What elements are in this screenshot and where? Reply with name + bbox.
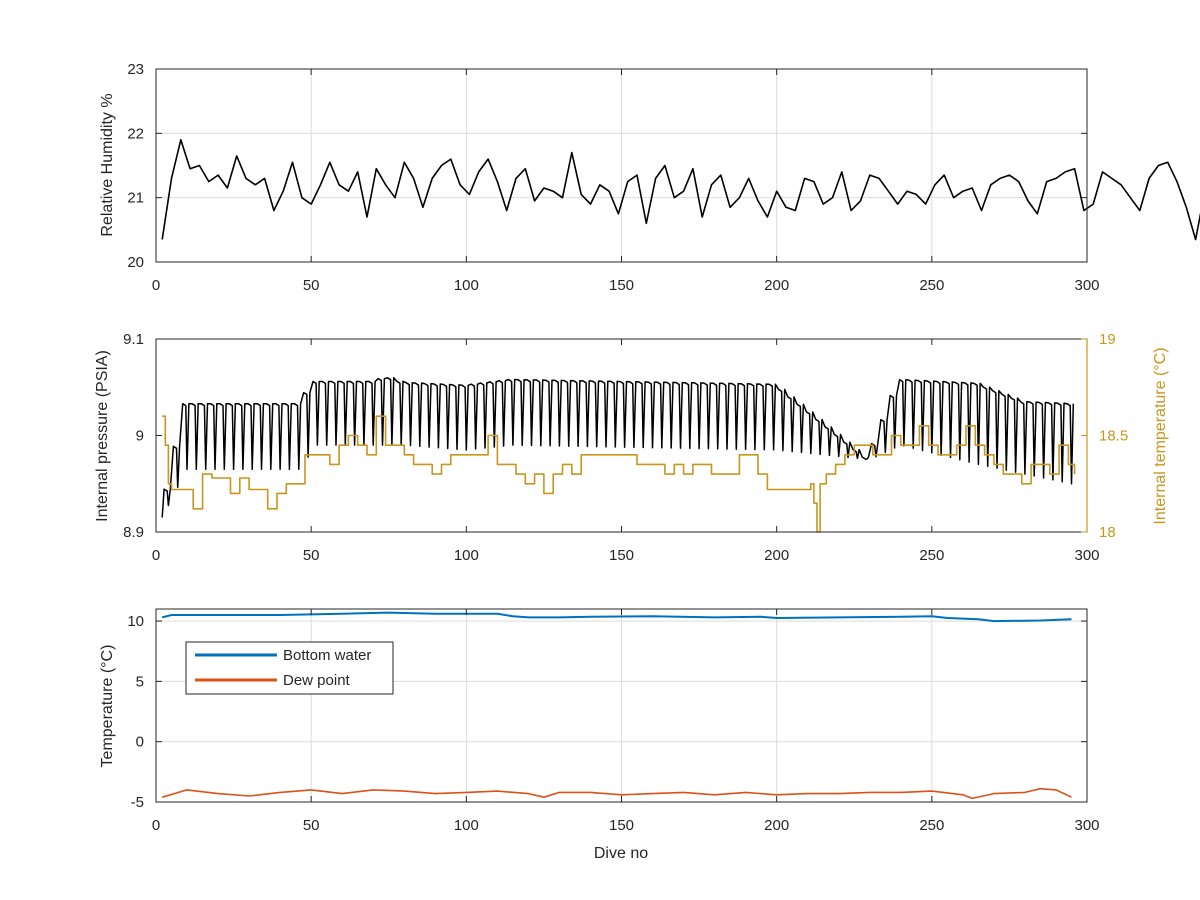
pressure-line: [161, 377, 1075, 518]
pressure-x-tick-label: 100: [454, 547, 479, 564]
dew-point-line: [161, 787, 1072, 800]
humidity-x-tick-label: 250: [919, 277, 944, 294]
pressure-y-tick-label: 8.9: [123, 524, 144, 541]
humidity-line: [161, 139, 1200, 241]
pressure-y-tick-label: 9.1: [123, 331, 144, 348]
temperature-y-tick-label: 10: [127, 613, 144, 630]
humidity-x-tick-label: 300: [1074, 277, 1099, 294]
pressure-x-tick-label: 300: [1074, 547, 1099, 564]
temperature-y-axis-label: Temperature (°C): [99, 645, 116, 768]
temperature-x-tick-label: 300: [1074, 817, 1099, 834]
temperature-y-tick-label: 0: [136, 734, 144, 751]
temperature-subplot: 0 50 100 150 200 250 300 -5 0 5 10 Temperature (°C…: [99, 608, 1100, 862]
pressure-right-y-tick-label: 19: [1099, 331, 1116, 348]
pressure-subplot: 0 50 100 150 200 250 300 8.9 9 9.1 18 18.5 19 Intern…: [94, 331, 1169, 564]
temperature-x-tick-label: 100: [454, 817, 479, 834]
humidity-x-tick-label: 100: [454, 277, 479, 294]
legend-label-dew-point: Dew point: [283, 672, 351, 689]
pressure-x-tick-label: 200: [764, 547, 789, 564]
pressure-x-tick-label: 0: [152, 547, 160, 564]
temperature-x-tick-label: 50: [303, 817, 320, 834]
internal-temperature-line: [162, 415, 1076, 533]
temperature-x-tick-label: 150: [609, 817, 634, 834]
x-axis-label: Dive no: [594, 845, 648, 862]
bottom-water-line: [161, 611, 1072, 623]
temperature-x-tick-label: 250: [919, 817, 944, 834]
internal-temperature-y-axis-label: Internal temperature (°C): [1152, 347, 1169, 524]
humidity-x-tick-label: 200: [764, 277, 789, 294]
legend: Bottom water Dew point: [185, 641, 394, 695]
pressure-plot-background: [156, 339, 1087, 532]
pressure-right-y-tick-label: 18.5: [1099, 428, 1128, 445]
humidity-y-tick-label: 21: [127, 190, 144, 207]
temperature-x-tick-label: 0: [152, 817, 160, 834]
pressure-y-axis-label: Internal pressure (PSIA): [94, 350, 111, 522]
pressure-x-tick-label: 150: [609, 547, 634, 564]
humidity-y-tick-label: 22: [127, 125, 144, 142]
humidity-y-axis-label: Relative Humidity %: [99, 93, 116, 236]
temperature-y-tick-label: -5: [131, 794, 144, 811]
humidity-x-tick-label: 0: [152, 277, 160, 294]
pressure-right-y-tick-label: 18: [1099, 524, 1116, 541]
pressure-x-tick-label: 50: [303, 547, 320, 564]
pressure-x-tick-label: 250: [919, 547, 944, 564]
legend-box: [185, 641, 394, 695]
legend-label-bottom-water: Bottom water: [283, 647, 371, 664]
temperature-x-tick-label: 200: [764, 817, 789, 834]
humidity-x-tick-label: 150: [609, 277, 634, 294]
humidity-subplot: 0 50 100 150 200 250 300 20 21 22 23 Relative Humi…: [99, 61, 1200, 294]
temperature-y-tick-label: 5: [136, 673, 144, 690]
humidity-x-tick-label: 50: [303, 277, 320, 294]
pressure-y-tick-label: 9: [136, 428, 144, 445]
humidity-y-tick-label: 20: [127, 254, 144, 271]
humidity-y-tick-label: 23: [127, 61, 144, 78]
